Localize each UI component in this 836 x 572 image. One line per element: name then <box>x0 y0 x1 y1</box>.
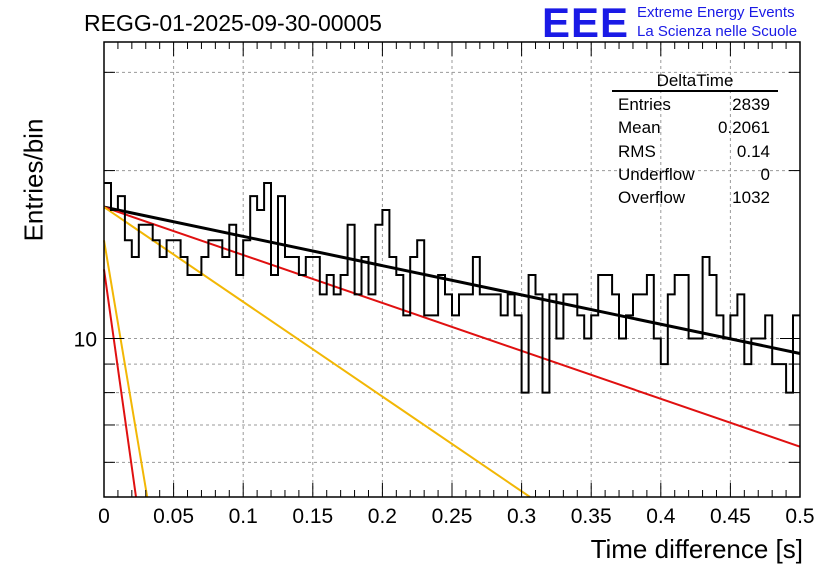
fit-curve-black <box>103 205 801 355</box>
stats-title: DeltaTime <box>612 71 778 92</box>
stats-row: Overflow 1032 <box>612 186 778 209</box>
x-tick-label: 0.15 <box>292 505 333 528</box>
stats-value: 2839 <box>732 95 770 114</box>
fit-curve-orange <box>103 240 149 498</box>
plot-frame <box>103 41 801 498</box>
chart-title: REGG-01-2025-09-30-00005 <box>84 10 382 36</box>
stats-label: Underflow <box>618 164 695 184</box>
fit-curve-orange <box>103 206 531 498</box>
stats-label: Mean <box>618 118 661 138</box>
fit-curves <box>103 205 801 498</box>
x-tick-label: 0.5 <box>785 505 814 528</box>
stats-label: RMS <box>618 141 656 161</box>
stats-row: RMS 0.14 <box>612 140 778 163</box>
eee-logo: EEE <box>542 0 630 46</box>
stats-value: 0 <box>760 164 770 184</box>
stats-label: Entries <box>618 95 671 114</box>
stats-value: 0.2061 <box>718 118 770 138</box>
stats-row: Entries 2839 <box>612 93 778 116</box>
y-axis-label: Entries/bin <box>18 118 49 242</box>
histogram-line <box>104 182 800 394</box>
stats-value: 0.14 <box>736 141 770 161</box>
x-tick-label: 0 <box>98 505 110 528</box>
x-tick-label: 0.35 <box>571 505 612 528</box>
stats-row: Mean 0.2061 <box>612 116 778 139</box>
fit-curve-red <box>103 206 801 448</box>
x-tick-label: 0.25 <box>432 505 473 528</box>
stats-label: Overflow <box>618 188 686 208</box>
x-tick-label: 0.45 <box>710 505 751 528</box>
logo-caption: Extreme Energy Events La Scienza nelle S… <box>637 3 797 41</box>
stats-row: Underflow 0 <box>612 163 778 186</box>
stats-box: DeltaTime Entries 2839 Mean 0.2061 RMS 0.14… <box>612 71 778 209</box>
y-tick-label: 10 <box>74 329 97 352</box>
x-tick-label: 0.4 <box>646 505 676 528</box>
x-tick-label: 0.2 <box>368 505 397 528</box>
fit-curve-red <box>103 269 137 498</box>
tick-labels: 0 0.05 0.1 0.15 0.2 0.25 0.3 0.35 0.4 0.45 0.5 10 <box>74 329 815 528</box>
x-tick-label: 0.05 <box>153 505 194 528</box>
logo-caption-line2: La Scienza nelle Scuole <box>637 23 798 40</box>
x-axis-label: Time difference [s] <box>590 534 803 564</box>
logo-caption-line1: Extreme Energy Events <box>637 4 795 21</box>
stats-value: 1032 <box>732 188 770 208</box>
x-tick-label: 0.3 <box>507 505 536 528</box>
x-tick-label: 0.1 <box>229 505 258 528</box>
grid-lines <box>104 42 800 497</box>
